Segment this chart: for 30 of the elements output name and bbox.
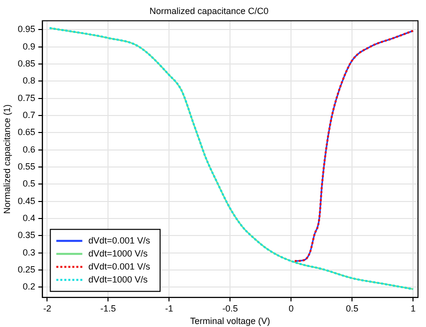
y-tick-label: 0.65	[18, 127, 36, 138]
y-tick-label: 0.3	[22, 247, 36, 258]
y-tick-label: 0.55	[18, 161, 36, 172]
x-tick-label: -1	[165, 303, 174, 314]
y-tick-label: 0.8	[22, 76, 36, 86]
x-tick-label: -1.5	[100, 303, 116, 314]
y-tick-label: 0.2	[22, 282, 36, 292]
x-tick-label: 0	[288, 303, 294, 314]
y-tick-label: 0.7	[22, 110, 36, 120]
y-tick-label: 0.4	[22, 212, 36, 223]
chart-title: Normalized capacitance C/C0	[149, 6, 269, 16]
y-tick-label: 0.75	[18, 92, 36, 103]
x-tick-label: 0.5	[346, 303, 358, 314]
y-tick-label: 0.5	[22, 178, 36, 189]
x-tick-label: -2	[43, 303, 52, 314]
y-tick-label: 0.35	[18, 230, 36, 240]
y-tick-label: 0.45	[18, 196, 36, 206]
y-tick-label: 0.6	[22, 144, 36, 154]
y-axis-title: Normalized capacitance (1)	[2, 104, 12, 214]
legend-label: dVdt=0.001 V/s	[88, 261, 151, 272]
x-tick-label: -0.5	[222, 303, 238, 314]
legend-label: dVdt=0.001 V/s	[88, 235, 151, 246]
y-tick-label: 0.85	[18, 58, 36, 69]
legend-label: dVdt=1000 V/s	[88, 248, 148, 258]
legend-label: dVdt=1000 V/s	[88, 274, 148, 284]
y-tick-label: 0.9	[22, 41, 36, 52]
x-tick-label: 1	[410, 303, 416, 314]
y-tick-label: 0.25	[18, 264, 36, 274]
y-tick-label: 0.95	[18, 24, 36, 34]
x-axis-title: Terminal voltage (V)	[190, 316, 270, 326]
